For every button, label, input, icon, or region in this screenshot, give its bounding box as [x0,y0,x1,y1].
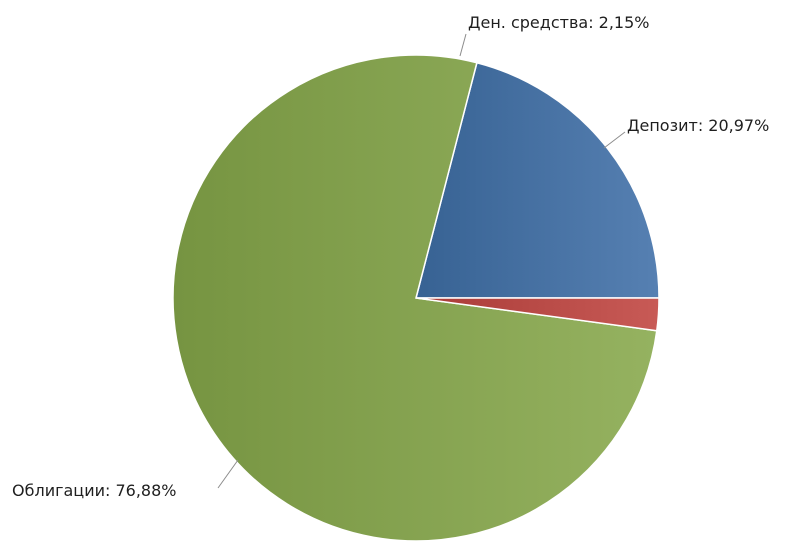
pie-slice-ден-средства [415,297,660,332]
pie-slice-облигации [172,54,658,541]
leader-line-депозит [603,131,626,149]
slice-label-ден-средства: Ден. средства: 2,15% [468,13,650,32]
slices-layer [172,54,660,541]
leader-lines [217,33,626,489]
slice-label-депозит: Депозит: 20,97% [627,116,769,135]
leader-line-ден-средства [459,33,467,57]
pie-slice-депозит [415,61,660,299]
slice-label-облигации: Облигации: 76,88% [12,481,176,500]
leader-line-облигации [217,459,239,489]
slice-labels: Депозит: 20,97% Облигации: 76,88% Ден. сре… [12,13,769,500]
